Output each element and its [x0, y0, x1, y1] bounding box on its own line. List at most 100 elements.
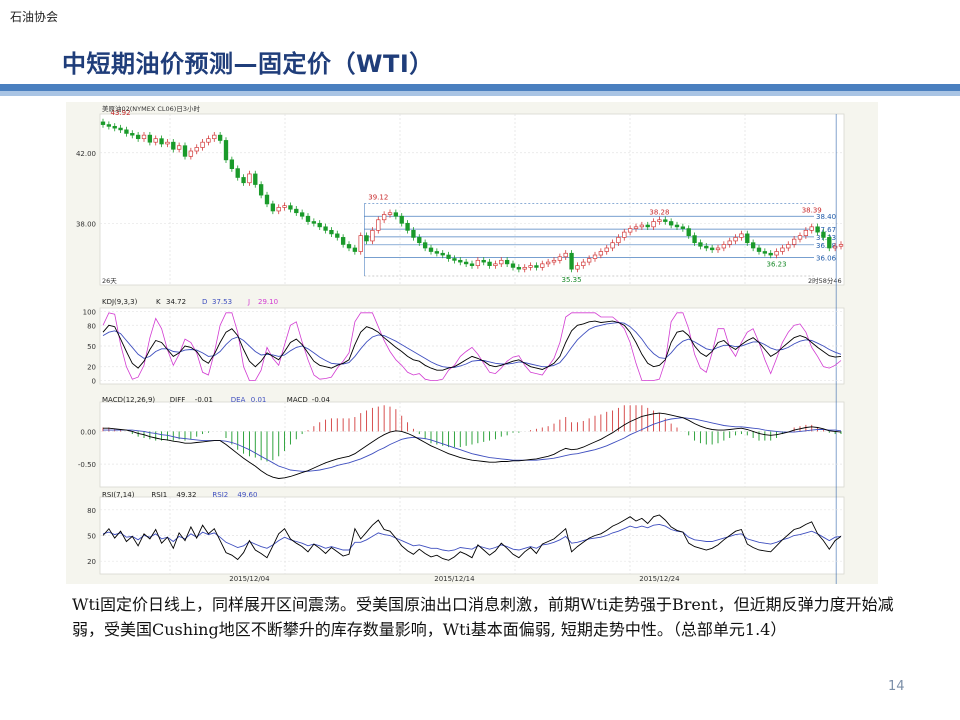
indicator-readout-value: 49.60: [237, 491, 257, 499]
rsi-tick-label: 80: [87, 507, 96, 515]
candle-body: [124, 129, 129, 134]
indicator-readout-name: D: [202, 298, 207, 306]
candle-body: [791, 238, 797, 245]
indicator-readout-value: -0.01: [195, 396, 213, 404]
candle-body: [165, 141, 170, 145]
candle-body: [469, 263, 475, 266]
page-title: 中短期油价预测—固定价（WTI）: [62, 50, 434, 78]
kdj-d-line: [102, 322, 842, 368]
price-tick-label: 38.00: [76, 220, 96, 228]
candle-body: [100, 121, 106, 125]
price-corner-label: 26天: [102, 277, 117, 285]
candle-body: [786, 244, 791, 249]
indicator-readout-value: 29.10: [258, 298, 278, 306]
indicator-readout-value: -0.04: [312, 396, 331, 404]
candle-body: [206, 138, 211, 143]
candle-body: [569, 252, 574, 270]
support-level-label: 36.06: [816, 254, 837, 262]
candle-body: [709, 247, 715, 251]
indicator-readout-name: RSI1: [151, 491, 167, 499]
candle-body: [610, 242, 615, 249]
candle-body: [821, 231, 826, 238]
candle-body: [487, 261, 492, 266]
candle-body: [253, 173, 258, 185]
price-annotation: 43.92: [111, 109, 131, 117]
candle-body: [745, 233, 750, 244]
candle-body: [387, 212, 393, 215]
candle-body: [311, 221, 317, 224]
candle-body: [270, 203, 276, 212]
candle-body: [340, 237, 346, 245]
title-divider-light: [0, 91, 960, 96]
indicator-readout-value: 34.72: [166, 298, 186, 306]
candle-body: [323, 226, 328, 231]
kdj-tick-label: 50: [87, 343, 96, 351]
candle-body: [182, 145, 188, 157]
candle-body: [557, 256, 563, 261]
candle-body: [294, 208, 299, 214]
candle-body: [446, 254, 451, 259]
macd-dea-line: [103, 417, 842, 472]
candle-body: [135, 134, 141, 140]
indicator-readout-value: 37.53: [212, 298, 232, 306]
candle-body: [674, 224, 680, 228]
candle-body: [581, 261, 586, 266]
candle-body: [651, 221, 656, 228]
indicator-title: MACD(12,26,9): [102, 396, 155, 404]
candle-body: [645, 224, 650, 228]
candle-body: [827, 237, 832, 249]
kdj-tick-label: 100: [83, 308, 96, 316]
candle-body: [534, 265, 539, 268]
candle-body: [528, 265, 533, 268]
candle-body: [428, 247, 434, 252]
candle-body: [545, 261, 551, 265]
candle-body: [212, 134, 217, 140]
candle-body: [727, 240, 732, 245]
date-tick-label: 2015/12/24: [639, 575, 680, 583]
candle-body: [235, 168, 240, 178]
candle-body: [171, 141, 176, 150]
candle-body: [750, 242, 756, 249]
candle-body: [522, 267, 527, 270]
candle-body: [405, 222, 410, 231]
rsi-rsi1-line: [102, 514, 842, 561]
indicator-readout-value: 0.01: [251, 396, 267, 404]
candle-body: [733, 237, 738, 242]
candle-body: [288, 205, 293, 210]
candle-body: [832, 245, 838, 249]
macd-tick-label: -0.50: [78, 461, 96, 469]
organization-label: 石油协会: [10, 10, 59, 24]
candle-body: [194, 147, 199, 152]
candle-body: [188, 150, 194, 157]
indicator-readout-name: MACD: [287, 396, 308, 404]
candle-body: [592, 254, 598, 259]
kdj-tick-label: 20: [87, 364, 96, 372]
candle-body: [762, 251, 768, 254]
candle-body: [305, 215, 311, 222]
countdown-label: 2时58分46: [808, 276, 842, 285]
indicator-title: RSI(7,14): [102, 491, 135, 499]
candle-body: [299, 212, 305, 217]
candle-body: [317, 222, 322, 228]
candle-body: [358, 235, 363, 252]
candle-body: [258, 184, 264, 196]
candle-body: [586, 258, 592, 263]
macd-tick-label: 0.00: [80, 428, 96, 436]
candle-body: [780, 247, 785, 252]
candle-body: [698, 242, 703, 247]
candle-body: [417, 237, 422, 244]
candle-body: [153, 138, 158, 143]
candle-body: [633, 226, 639, 229]
candle-body: [346, 244, 352, 249]
candle-body: [616, 237, 621, 244]
indicator-readout-name: DEA: [231, 396, 246, 404]
candle-body: [739, 233, 744, 238]
candle-body: [118, 127, 123, 131]
candle-body: [668, 221, 674, 226]
candle-body: [241, 177, 246, 184]
candle-body: [159, 138, 164, 145]
candle-body: [721, 244, 727, 249]
candle-body: [639, 224, 645, 228]
candle-body: [499, 259, 504, 265]
